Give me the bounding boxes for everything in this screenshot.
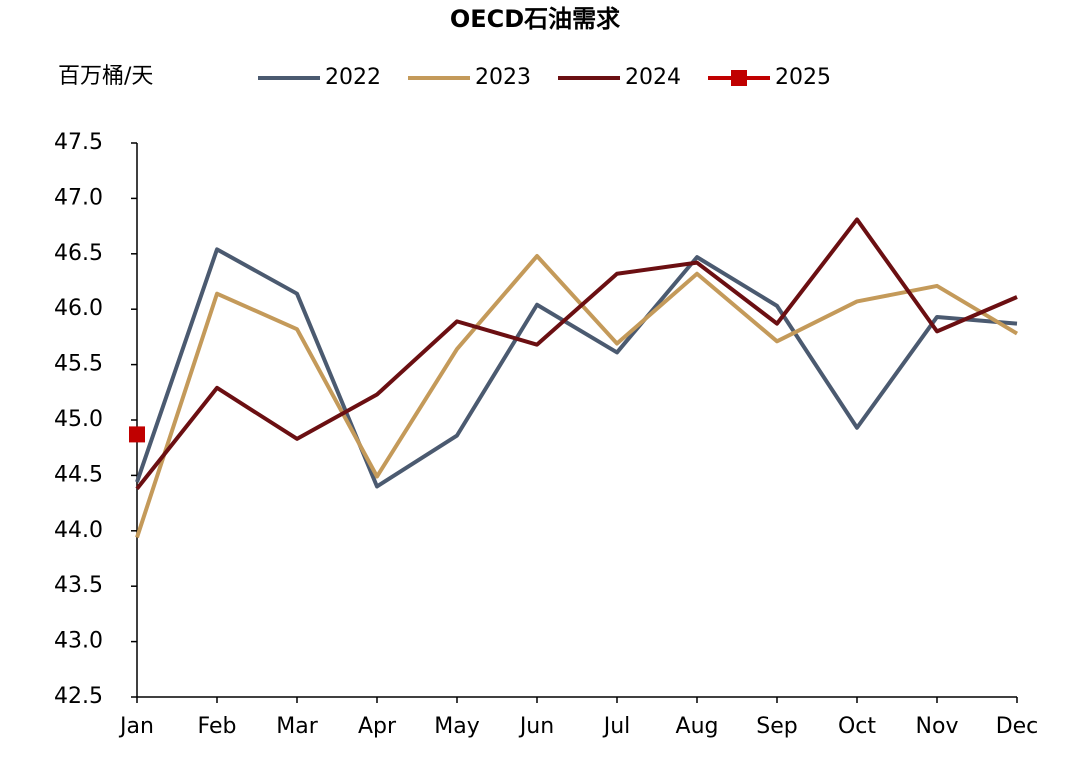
legend-label: 2023 bbox=[475, 65, 531, 90]
x-tick-label: Aug bbox=[676, 714, 719, 739]
chart-title: OECD石油需求 bbox=[450, 5, 620, 33]
y-tick-label: 42.5 bbox=[54, 684, 103, 709]
x-tick-label: Jun bbox=[518, 714, 554, 739]
x-tick-label: Jul bbox=[602, 714, 631, 739]
x-tick-label: Sep bbox=[756, 714, 797, 739]
x-tick-label: Oct bbox=[838, 714, 876, 739]
x-tick-label: Apr bbox=[358, 714, 397, 739]
y-axis-label: 百万桶/天 bbox=[58, 64, 153, 89]
series-line bbox=[135, 217, 1018, 490]
y-tick-label: 45.0 bbox=[54, 407, 103, 432]
x-tick-label: May bbox=[434, 714, 479, 739]
y-tick-label: 47.0 bbox=[54, 185, 103, 210]
y-tick-label: 44.5 bbox=[54, 462, 103, 487]
y-tick-label: 43.5 bbox=[54, 573, 103, 598]
marker bbox=[129, 426, 145, 443]
legend-label: 2022 bbox=[325, 65, 381, 90]
x-tick-label: Mar bbox=[276, 714, 318, 739]
y-tick-label: 44.0 bbox=[54, 518, 103, 543]
legend-label: 2024 bbox=[625, 65, 681, 90]
y-tick-label: 46.0 bbox=[54, 296, 103, 321]
y-tick-label: 47.5 bbox=[54, 130, 103, 155]
x-tick-label: Feb bbox=[198, 714, 237, 739]
legend-label: 2025 bbox=[775, 65, 831, 90]
y-tick-label: 45.5 bbox=[54, 352, 103, 377]
series-line bbox=[135, 247, 1018, 489]
legend-marker bbox=[731, 70, 747, 86]
x-tick-label: Nov bbox=[916, 714, 959, 739]
x-tick-label: Jan bbox=[118, 714, 154, 739]
x-tick-label: Dec bbox=[996, 714, 1039, 739]
y-tick-label: 46.5 bbox=[54, 241, 103, 266]
series-line bbox=[135, 254, 1019, 539]
y-tick-label: 43.0 bbox=[54, 629, 103, 654]
